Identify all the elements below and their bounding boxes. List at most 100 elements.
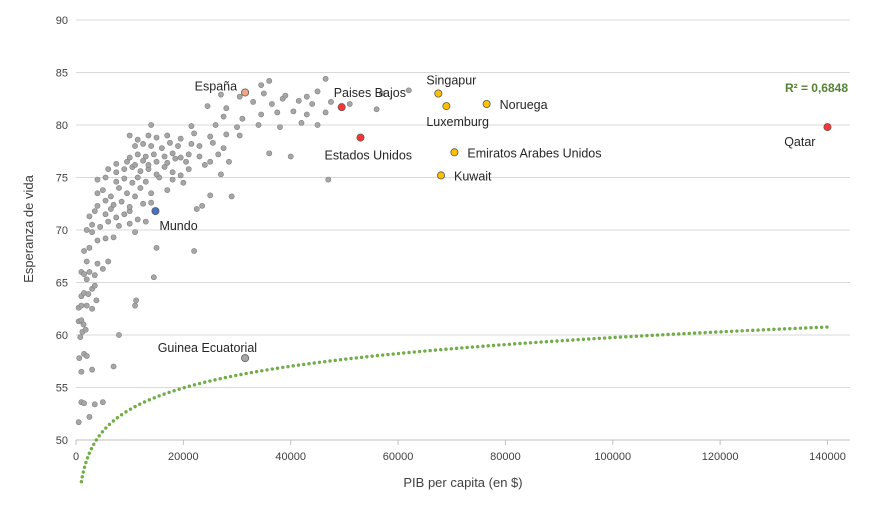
trendline-dot — [107, 422, 112, 427]
y-tick-label: 55 — [56, 383, 68, 395]
data-point — [185, 166, 192, 172]
trendline-dot — [671, 332, 676, 336]
trendline-dot — [265, 368, 269, 372]
trendline-dot — [80, 475, 84, 479]
trendline-dot — [555, 339, 559, 343]
data-point — [134, 216, 141, 223]
trendline — [79, 325, 829, 484]
data-point — [105, 166, 112, 172]
data-point — [164, 159, 171, 166]
data-point — [220, 145, 227, 151]
data-point — [86, 244, 93, 251]
trendline-dot — [629, 334, 633, 339]
data-point — [86, 269, 93, 275]
trendline-dot — [333, 358, 337, 363]
data-point — [346, 101, 353, 107]
y-tick-label: 90 — [56, 15, 68, 27]
trendline-dot — [751, 328, 755, 333]
trendline-dot — [323, 359, 327, 364]
trendline-dot — [124, 410, 128, 414]
data-point — [148, 143, 155, 149]
data-point — [83, 353, 90, 359]
data-point — [298, 120, 305, 126]
data-point — [164, 187, 171, 193]
data-point — [121, 175, 128, 182]
trendline-dot — [571, 338, 575, 342]
trendline-dot — [502, 342, 506, 347]
trendline-dot — [147, 398, 152, 402]
trendline-dot — [375, 353, 380, 358]
trendline-dot — [286, 364, 290, 369]
data-point — [175, 143, 181, 149]
data-point — [93, 297, 100, 304]
trendline-dot — [788, 326, 792, 331]
trendline-dot — [592, 336, 596, 341]
data-point — [207, 192, 214, 199]
trendline-dot — [587, 337, 591, 341]
data-point — [91, 272, 98, 279]
trendline-dot — [203, 380, 207, 384]
data-point — [107, 193, 114, 200]
trendline-dot — [708, 330, 713, 335]
data-point — [148, 122, 155, 128]
point-label: Qatar — [784, 135, 815, 149]
data-point — [207, 133, 214, 140]
trendline-dot — [761, 328, 766, 332]
data-point — [140, 157, 146, 164]
data-point — [132, 161, 138, 168]
data-point — [303, 111, 310, 118]
trendline-dot — [645, 333, 649, 338]
data-point — [99, 399, 106, 406]
x-tick-label: 0 — [73, 451, 79, 463]
trendline-dot — [676, 332, 681, 336]
data-point — [153, 244, 160, 251]
trendline-dot — [714, 330, 718, 334]
data-point — [132, 302, 138, 309]
y-tick-label: 60 — [56, 330, 68, 342]
data-point — [113, 214, 120, 221]
data-point — [282, 92, 289, 99]
trendline-dot — [197, 381, 202, 386]
data-point — [110, 234, 117, 241]
data-point — [110, 363, 117, 370]
trendline-dot — [735, 329, 739, 333]
trendline-dot — [249, 370, 254, 375]
data-point — [150, 274, 157, 281]
data-point — [220, 113, 227, 120]
trendline-dot — [777, 327, 781, 331]
data-point — [133, 297, 140, 304]
data-point — [113, 160, 120, 167]
data-point — [325, 176, 332, 183]
data-point — [188, 140, 195, 147]
data-point — [258, 111, 265, 118]
trendline-dot — [475, 344, 480, 349]
trendline-dot — [162, 392, 166, 396]
data-point — [142, 218, 149, 225]
trendline-dot — [97, 434, 101, 438]
trendline-dot — [756, 328, 760, 332]
data-point — [167, 139, 173, 146]
data-point — [121, 211, 128, 218]
data-point — [180, 179, 187, 186]
data-point — [234, 124, 240, 130]
data-point — [177, 172, 184, 179]
trendline-dot — [260, 369, 264, 373]
trendline-dot — [223, 375, 228, 380]
trendline-dot — [281, 365, 285, 370]
data-point — [102, 211, 109, 218]
data-point — [322, 75, 329, 82]
data-point — [118, 198, 125, 205]
trendline-dot — [89, 447, 94, 451]
x-tick-label: 80000 — [490, 451, 521, 463]
data-point — [91, 208, 98, 214]
trendline-dot — [608, 336, 612, 340]
data-point — [78, 302, 85, 309]
data-point — [314, 122, 321, 128]
data-point — [373, 106, 380, 113]
trendline-dot — [491, 343, 496, 348]
data-point — [116, 332, 122, 338]
trendline-dot — [407, 350, 411, 355]
data-point — [126, 203, 133, 210]
data-point — [91, 282, 98, 289]
